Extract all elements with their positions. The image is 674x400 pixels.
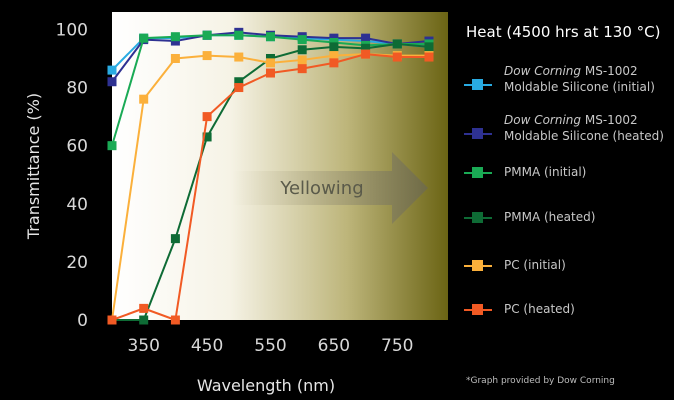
legend-label: PC (initial) <box>504 258 566 272</box>
data-point <box>202 112 212 122</box>
data-point <box>139 303 149 313</box>
x-tick-label: 450 <box>191 336 223 356</box>
y-tick-label: 40 <box>66 195 88 215</box>
data-point <box>170 32 180 42</box>
data-point <box>329 42 339 52</box>
data-point <box>107 141 117 151</box>
legend-title: Heat (4500 hrs at 130 °C) <box>466 23 661 41</box>
data-point <box>202 132 212 142</box>
data-point <box>265 58 275 68</box>
data-point <box>202 30 212 40</box>
data-point <box>234 30 244 40</box>
legend-label: PMMA (heated) <box>504 210 596 224</box>
legend-swatch <box>464 212 492 224</box>
data-point <box>139 94 149 104</box>
data-point <box>297 45 307 55</box>
legend-swatch <box>464 260 492 272</box>
legend-label: Dow Corning MS-1002 Moldable Silicone (in… <box>504 64 655 94</box>
data-point <box>202 51 212 61</box>
y-tick-label: 20 <box>66 253 88 273</box>
data-point <box>170 53 180 63</box>
series-6 <box>107 49 434 325</box>
legend-label: PC (heated) <box>504 302 575 316</box>
legend-label: PMMA (initial) <box>504 165 587 179</box>
data-point <box>361 49 371 59</box>
x-tick-label: 350 <box>127 336 159 356</box>
data-point <box>234 83 244 93</box>
data-point <box>107 77 117 87</box>
legend: Heat (4500 hrs at 130 °C) Dow Corning MS… <box>464 0 674 340</box>
data-point <box>392 52 402 62</box>
data-point <box>139 33 149 43</box>
y-axis-title: Transmittance (%) <box>24 93 43 240</box>
data-point <box>265 68 275 78</box>
y-tick-label: 60 <box>66 137 88 157</box>
data-point <box>170 315 180 325</box>
data-point <box>297 64 307 74</box>
data-point <box>329 51 339 61</box>
legend-swatch <box>464 167 492 179</box>
data-point <box>107 65 117 75</box>
data-point <box>297 55 307 65</box>
yellowing-label: Yellowing <box>279 178 363 199</box>
footnote: *Graph provided by Dow Corning <box>466 376 615 386</box>
data-point <box>297 35 307 45</box>
yellowing-arrow <box>232 152 428 224</box>
data-point <box>107 315 117 325</box>
legend-swatch <box>464 304 492 316</box>
data-point <box>361 33 371 43</box>
legend-swatch <box>464 79 492 91</box>
x-tick-label: 750 <box>381 336 413 356</box>
x-tick-label: 650 <box>318 336 350 356</box>
y-tick-label: 100 <box>56 20 88 40</box>
legend-label: Dow Corning MS-1002 Moldable Silicone (he… <box>504 113 664 143</box>
data-point <box>234 77 244 87</box>
data-point <box>265 32 275 42</box>
y-tick-label: 0 <box>77 311 88 331</box>
data-point <box>361 43 371 53</box>
data-point <box>392 39 402 49</box>
data-point <box>234 52 244 62</box>
legend-swatch <box>464 128 492 140</box>
data-point <box>329 58 339 68</box>
data-point <box>139 315 149 325</box>
data-point <box>170 234 180 244</box>
x-tick-label: 550 <box>254 336 286 356</box>
data-point <box>424 42 434 52</box>
x-axis-title: Wavelength (nm) <box>197 376 335 395</box>
y-tick-label: 80 <box>66 79 88 99</box>
data-point <box>424 52 434 62</box>
